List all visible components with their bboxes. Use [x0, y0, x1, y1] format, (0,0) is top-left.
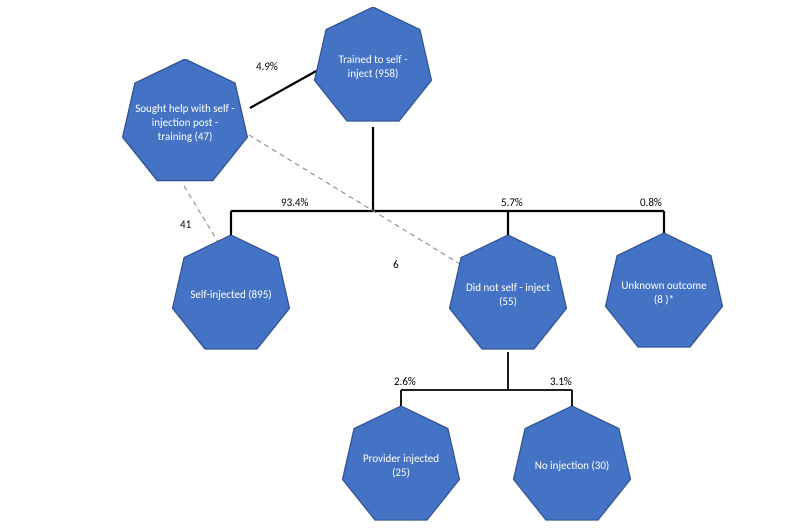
- edge-label-3_1: 3.1%: [550, 375, 572, 388]
- edge-e-trained-sought: [250, 70, 318, 108]
- node-noinj-label: No injection (30): [524, 459, 620, 473]
- node-didnot: Did not self - inject (55): [448, 235, 568, 355]
- edge-label-41: 41: [180, 218, 191, 231]
- node-noinj: No injection (30): [512, 406, 632, 526]
- edge-label-6: 6: [393, 258, 399, 271]
- node-sought: Sought help with self - injection post -…: [121, 59, 249, 187]
- node-unknown: Unknown outcome (8 )*: [604, 233, 724, 353]
- node-provider: Provider injected (25): [341, 406, 461, 526]
- flowchart-canvas: Trained to self - inject (958) Sought he…: [0, 0, 800, 530]
- edge-label-4_9: 4.9%: [256, 60, 278, 73]
- node-selfinj-label: Self-injected (895): [183, 288, 279, 302]
- edge-e-sought-41: [184, 186, 218, 242]
- edge-label-0_8: 0.8%: [640, 196, 662, 209]
- node-provider-label: Provider injected (25): [353, 452, 449, 480]
- node-trained-label: Trained to self - inject (958): [325, 53, 421, 81]
- node-sought-label: Sought help with self - injection post -…: [134, 102, 236, 143]
- node-trained: Trained to self - inject (958): [313, 7, 433, 127]
- edge-label-2_6: 2.6%: [394, 375, 416, 388]
- node-didnot-label: Did not self - inject (55): [460, 281, 556, 309]
- node-selfinj: Self-injected (895): [171, 235, 291, 355]
- edge-label-5_7: 5.7%: [501, 196, 523, 209]
- edge-label-93_4: 93.4%: [281, 196, 308, 209]
- node-unknown-label: Unknown outcome (8 )*: [616, 279, 712, 307]
